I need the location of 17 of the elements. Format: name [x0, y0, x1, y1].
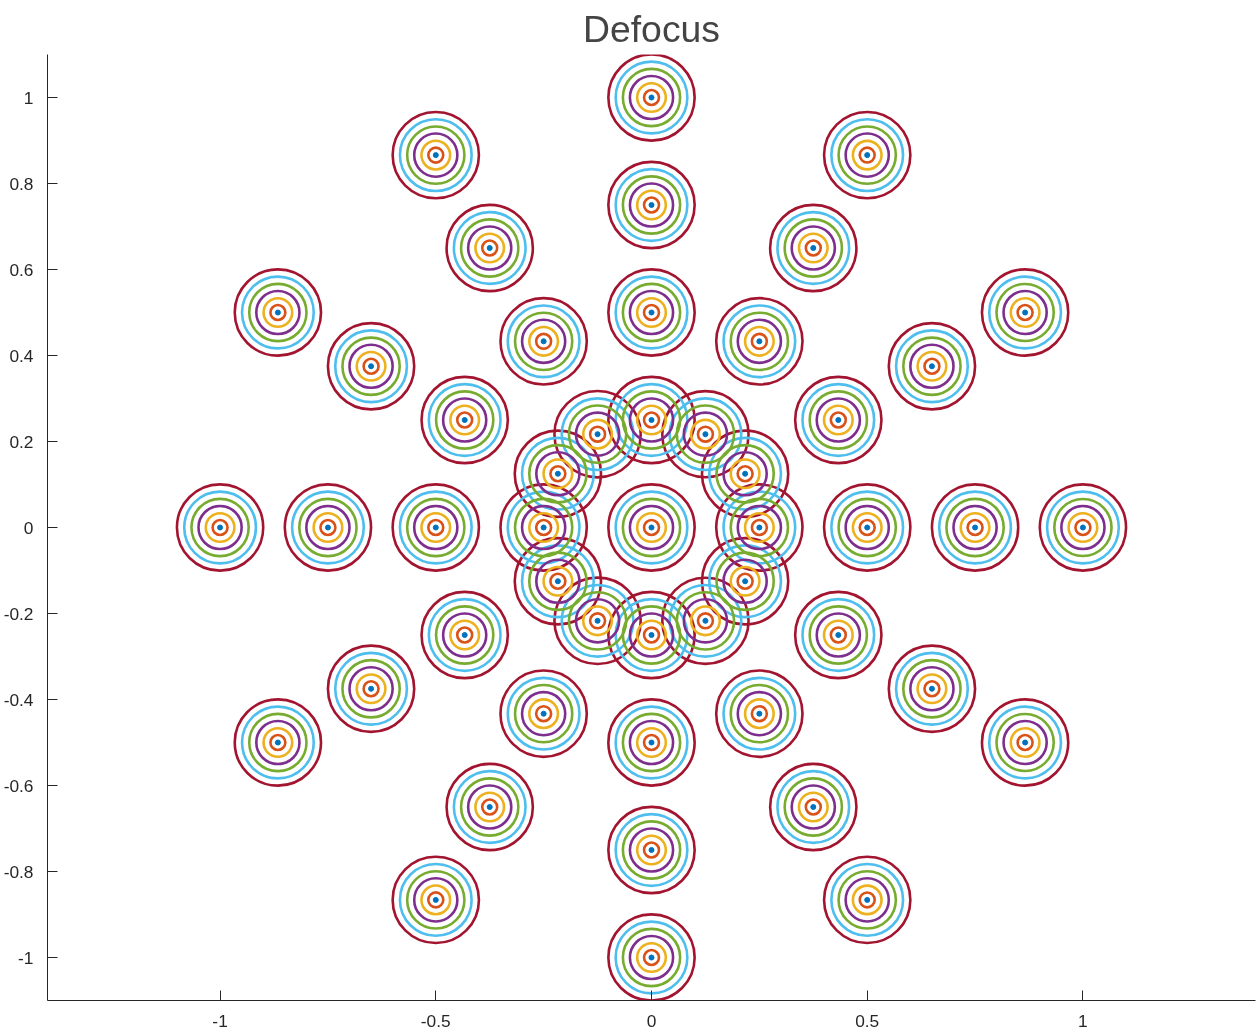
- x-tick-label: 1: [1078, 1010, 1088, 1031]
- y-tick-label: 1: [23, 87, 34, 108]
- y-tick-label: -0.4: [3, 689, 34, 710]
- y-tick-label: 0.2: [9, 431, 34, 452]
- x-tick-label: 0: [646, 1010, 657, 1031]
- chart-title: Defocus: [583, 7, 720, 50]
- y-tick-label: 0: [23, 517, 34, 538]
- x-tick-label: 0.5: [855, 1010, 880, 1031]
- y-tick-label: 0.4: [9, 345, 34, 366]
- y-tick-label: -0.8: [3, 861, 34, 882]
- y-tick-label: 0.8: [9, 173, 34, 194]
- y-tick-label: -0.2: [3, 603, 34, 624]
- y-tick-label: -0.6: [3, 775, 34, 796]
- x-tick-label: -1: [212, 1010, 228, 1031]
- y-tick-label: -1: [18, 947, 34, 968]
- x-tick-label: -0.5: [420, 1010, 451, 1031]
- y-tick-label: 0.6: [9, 259, 34, 280]
